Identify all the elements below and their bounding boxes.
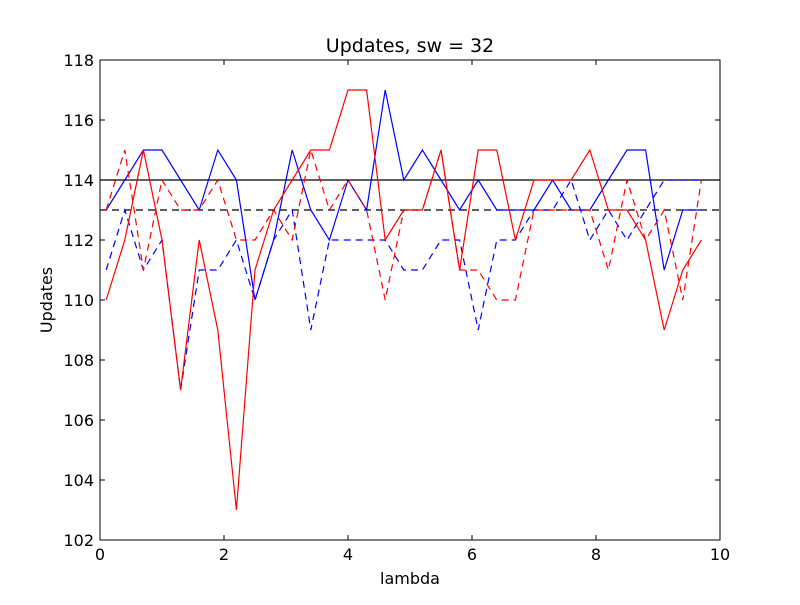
x-tick-label: 10 — [710, 545, 730, 564]
y-tick-label: 104 — [63, 471, 94, 490]
y-axis-label: Updates — [37, 267, 56, 333]
x-tick-label: 0 — [95, 545, 105, 564]
y-tick-label: 106 — [63, 411, 94, 430]
y-tick-label: 110 — [63, 291, 94, 310]
y-tick-label: 116 — [63, 111, 94, 130]
series-line-2 — [105, 178, 702, 391]
y-axis-ticks: 102 104 106 108 110 112 114 116 118 — [63, 51, 720, 550]
x-axis-ticks: 0 2 4 6 8 10 — [95, 60, 730, 564]
x-axis-label: lambda — [380, 569, 440, 588]
x-tick-label: 6 — [467, 545, 477, 564]
x-tick-label: 4 — [343, 545, 353, 564]
x-tick-label: 8 — [591, 545, 601, 564]
data-series — [105, 89, 702, 511]
chart-title: Updates, sw = 32 — [326, 35, 494, 57]
y-tick-label: 102 — [63, 531, 94, 550]
x-tick-label: 2 — [219, 545, 229, 564]
y-tick-label: 118 — [63, 51, 94, 70]
y-tick-label: 112 — [63, 231, 94, 250]
y-tick-label: 108 — [63, 351, 94, 370]
y-tick-label: 114 — [63, 171, 94, 190]
series-line-4 — [105, 149, 702, 301]
